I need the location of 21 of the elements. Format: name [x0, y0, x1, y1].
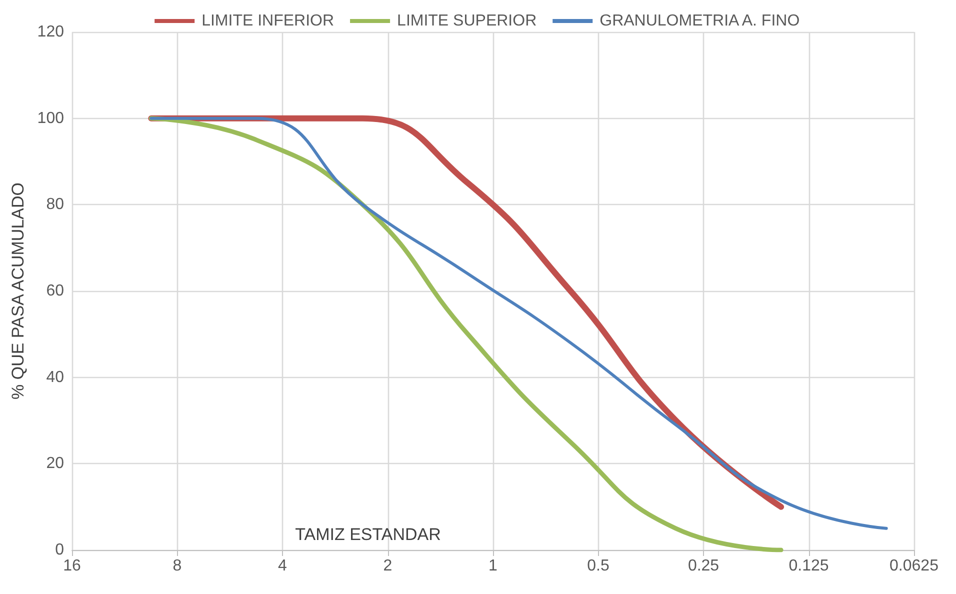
- x-tick-label: 0.0625: [890, 558, 939, 574]
- x-tick-label: 16: [63, 558, 81, 574]
- y-tick-label: 40: [46, 368, 64, 386]
- y-tick-label: 100: [37, 110, 64, 127]
- x-tick-label: 2: [383, 558, 392, 574]
- y-tick-label: 120: [37, 24, 64, 40]
- x-tick-label: 1: [488, 558, 498, 574]
- y-axis-title: % QUE PASA ACUMULADO: [8, 182, 28, 400]
- legend-label: GRANULOMETRIA A. FINO: [600, 12, 800, 30]
- x-tick-label: 0.5: [587, 558, 610, 574]
- y-tick-label: 80: [46, 196, 64, 214]
- y-tick-label: 0: [55, 542, 64, 558]
- y-tick-label: 60: [46, 282, 64, 300]
- x-tick-label: 8: [172, 558, 182, 574]
- x-axis-title: TAMIZ ESTANDAR: [295, 525, 441, 544]
- x-tick-label: 0.25: [688, 558, 720, 574]
- x-tick-label: 4: [278, 558, 288, 574]
- y-tick-label: 20: [46, 455, 64, 472]
- x-tick-label: 0.125: [788, 558, 829, 574]
- legend-label: LIMITE INFERIOR: [202, 12, 334, 30]
- legend-label: LIMITE SUPERIOR: [397, 12, 537, 30]
